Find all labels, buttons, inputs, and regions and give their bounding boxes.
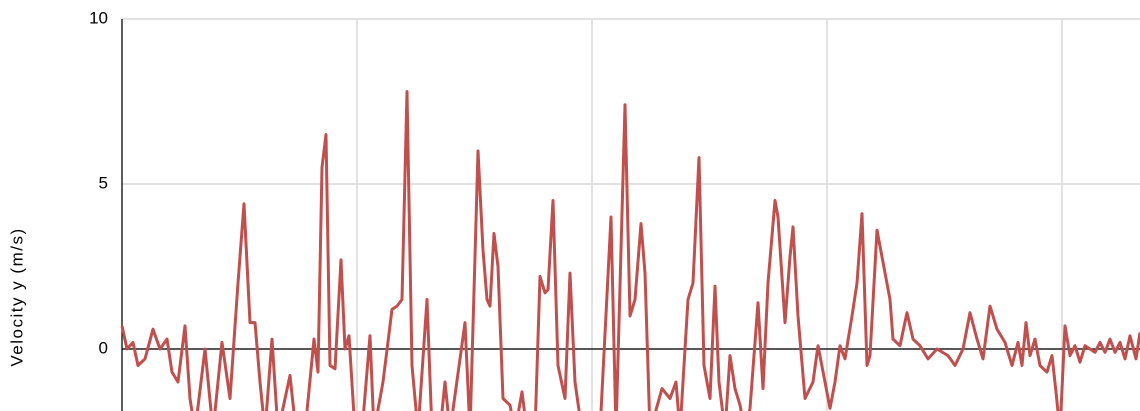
y-tick-label: 0 — [99, 338, 108, 357]
data-line — [120, 90, 1140, 411]
y-tick-label: 5 — [99, 173, 108, 192]
y-tick-label: 10 — [89, 8, 108, 27]
y-axis-label: Velocity y (m/s) — [7, 227, 26, 366]
